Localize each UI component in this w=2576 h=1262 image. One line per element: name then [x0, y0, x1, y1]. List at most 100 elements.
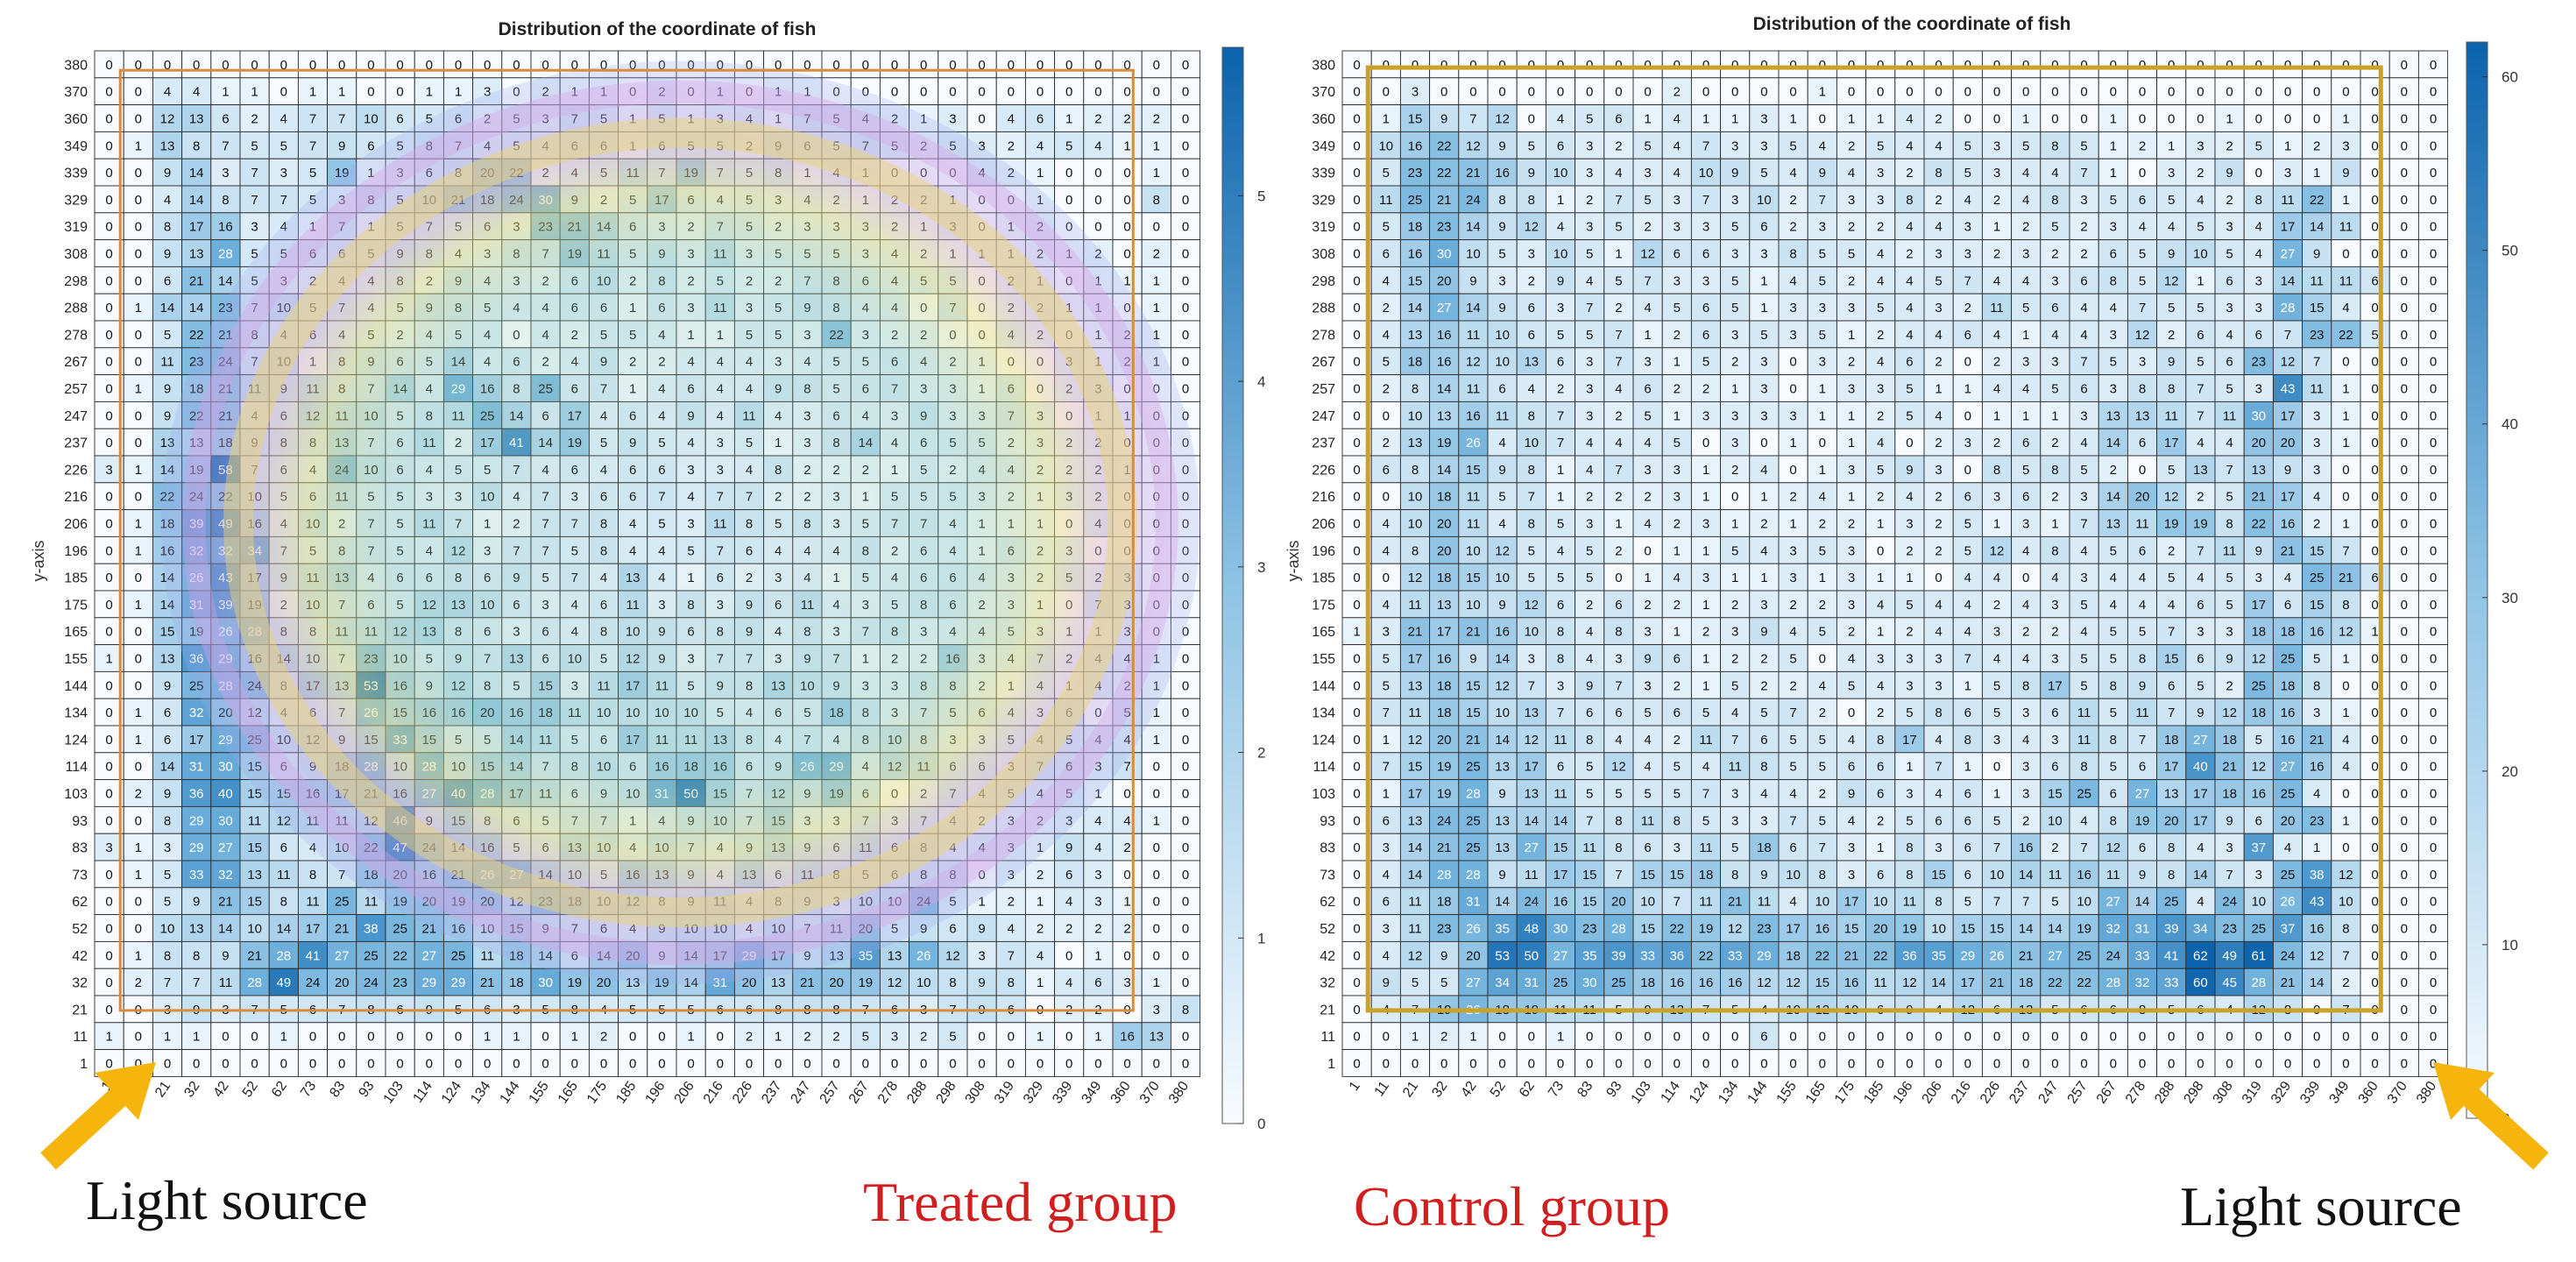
cell-value-label: 4: [2051, 328, 2058, 343]
cell-value-label: 3: [1848, 598, 1855, 613]
cell-value-label: 11: [1467, 517, 1481, 532]
cell-value-label: 1: [1702, 652, 1709, 667]
cell-value-label: 18: [1437, 490, 1452, 505]
cell-value-label: 0: [1731, 58, 1738, 73]
y-tick-label: 11: [73, 1030, 88, 1045]
cell-value-label: 0: [2342, 247, 2349, 262]
cell-value-label: 6: [2284, 598, 2291, 613]
cell-value-label: 17: [1524, 760, 1539, 775]
y-tick-label: 288: [64, 301, 88, 316]
cell-value-label: 10: [1466, 247, 1481, 262]
cell-value-label: 9: [1819, 166, 1826, 181]
cell-value-label: 0: [1353, 760, 1360, 775]
cell-value-label: 13: [189, 112, 204, 127]
cell-value-label: 0: [2401, 571, 2408, 585]
cell-value-label: 2: [1935, 436, 1942, 450]
cell-value-label: 3: [222, 166, 229, 181]
cell-value-label: 1: [1848, 436, 1855, 450]
cell-value-label: 2: [2226, 138, 2233, 153]
cell-value-label: 0: [1182, 85, 1189, 100]
cell-value-label: 18: [2222, 733, 2237, 748]
cell-value-label: 4: [1789, 166, 1796, 181]
cell-value-label: 3: [1731, 436, 1738, 450]
cell-value-label: 3: [1935, 652, 1942, 667]
cell-value-label: 5: [1644, 408, 1651, 423]
cell-value-label: 40: [218, 787, 233, 802]
cell-value-label: 7: [2080, 355, 2087, 370]
cell-value-label: 11: [219, 975, 233, 990]
cell-value-label: 3: [105, 463, 112, 478]
cell-value-label: 5: [1383, 652, 1390, 667]
cell-value-label: 7: [1469, 112, 1476, 127]
cell-value-label: 5: [1674, 301, 1681, 316]
cell-value-label: 13: [160, 138, 175, 153]
cell-value-label: 3: [1848, 571, 1855, 585]
cell-value-label: 4: [1644, 301, 1651, 316]
cell-value-label: 0: [658, 1057, 665, 1072]
cell-value-label: 3: [1935, 463, 1942, 478]
cell-value-label: 0: [1182, 220, 1189, 235]
cell-value-label: 15: [1408, 112, 1423, 127]
cell-value-label: 16: [1120, 1030, 1135, 1045]
cell-value-label: 1: [1153, 273, 1160, 288]
cell-value-label: 8: [164, 813, 171, 828]
cell-value-label: 1: [1760, 273, 1767, 288]
cell-value-label: 4: [1557, 220, 1564, 235]
cell-value-label: 4: [1615, 436, 1622, 450]
cell-value-label: 0: [251, 1030, 258, 1045]
cell-value-label: 3: [2284, 166, 2291, 181]
cell-value-label: 0: [105, 1003, 112, 1017]
cell-value-label: 0: [600, 1057, 607, 1072]
cell-value-label: 27: [2281, 247, 2296, 262]
cell-value-label: 5: [1964, 166, 1971, 181]
cell-value-label: 23: [1408, 166, 1423, 181]
cell-value-label: 12: [2339, 625, 2353, 640]
cell-value-label: 0: [2371, 355, 2378, 370]
cell-value-label: 0: [1353, 543, 1360, 558]
cell-value-label: 2: [2226, 678, 2233, 693]
cell-value-label: 3: [2110, 382, 2117, 397]
cell-value-label: 6: [2051, 301, 2058, 316]
cell-value-label: 3: [1674, 490, 1681, 505]
cell-value-label: 4: [1674, 112, 1681, 127]
cell-value-label: 6: [1557, 760, 1564, 775]
cell-value-label: 0: [1182, 678, 1189, 693]
x-tick-label: 83: [327, 1079, 348, 1100]
cell-value-label: 6: [2139, 543, 2146, 558]
cell-value-label: 4: [2313, 490, 2320, 505]
y-tick-label: 1: [80, 1057, 88, 1072]
cell-value-label: 2: [2051, 490, 2058, 505]
cell-value-label: 25: [335, 895, 350, 910]
cell-value-label: 2: [1819, 705, 1826, 720]
cell-value-label: 0: [1353, 382, 1360, 397]
cell-value-label: 4: [2080, 543, 2087, 558]
cell-value-label: 0: [1644, 85, 1651, 100]
cell-value-label: 0: [2168, 85, 2175, 100]
cell-value-label: 5: [2197, 301, 2204, 316]
cell-value-label: 21: [2339, 571, 2353, 585]
cell-value-label: 2: [2022, 220, 2029, 235]
cell-value-label: 14: [2281, 273, 2296, 288]
cell-value-label: 0: [2401, 705, 2408, 720]
cell-value-label: 0: [135, 1030, 142, 1045]
cell-value-label: 8: [1528, 408, 1535, 423]
cell-value-label: 0: [1789, 58, 1796, 73]
cell-value-label: 9: [164, 787, 171, 802]
cell-value-label: 0: [135, 490, 142, 505]
cell-value-label: 0: [309, 1057, 316, 1072]
cell-value-label: 4: [1848, 652, 1855, 667]
cell-value-label: 5: [1383, 220, 1390, 235]
cell-value-label: 0: [1702, 436, 1709, 450]
cell-value-label: 0: [1383, 58, 1390, 73]
cell-value-label: 0: [2371, 166, 2378, 181]
cell-value-label: 10: [1466, 543, 1481, 558]
cell-value-label: 2: [1848, 220, 1855, 235]
cell-value-label: 2: [1094, 112, 1101, 127]
cell-value-label: 0: [1182, 787, 1189, 802]
cell-value-label: 0: [135, 813, 142, 828]
cell-value-label: 11: [2339, 273, 2353, 288]
cell-value-label: 1: [193, 1030, 200, 1045]
cell-value-label: 15: [1408, 273, 1423, 288]
cell-value-label: 17: [1902, 733, 1917, 748]
cell-value-label: 20: [335, 975, 350, 990]
